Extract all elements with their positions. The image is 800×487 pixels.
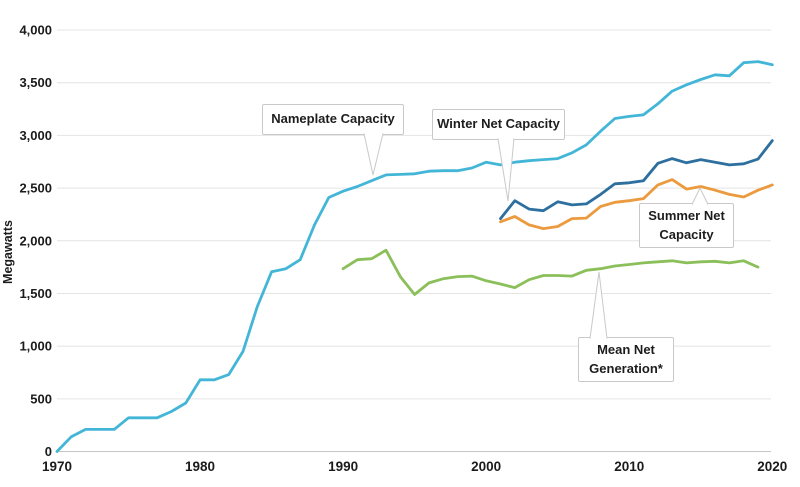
- x-tick-label: 1990: [328, 459, 358, 474]
- callout-label: Summer Net: [648, 208, 725, 224]
- series-line-nameplate-capacity: [55, 60, 774, 453]
- series-line-mean-net-generation: [341, 248, 760, 296]
- y-tick-label: 3,000: [19, 128, 52, 143]
- x-tick-label: 2020: [757, 459, 787, 474]
- callout-label: Nameplate Capacity: [271, 111, 395, 127]
- y-axis-title: Megawatts: [1, 220, 15, 284]
- x-tick-label: 1980: [185, 459, 215, 474]
- series-line-summer-net-capacity: [499, 178, 774, 231]
- x-tick-label: 2000: [471, 459, 501, 474]
- y-tick-label: 2,000: [19, 233, 52, 248]
- y-tick-label: 2,500: [19, 181, 52, 196]
- y-tick-label: 4,000: [19, 23, 52, 38]
- y-tick-label: 500: [30, 391, 52, 406]
- x-tick-label: 1970: [42, 459, 72, 474]
- y-tick-label: 3,500: [19, 75, 52, 90]
- x-tick-label: 2010: [614, 459, 644, 474]
- y-tick-label: 1,500: [19, 286, 52, 301]
- callout-nameplate-capacity: Nameplate Capacity: [262, 104, 404, 135]
- callout-summer-net-capacity: Summer Net Capacity: [639, 203, 734, 248]
- callout-winter-net-capacity: Winter Net Capacity: [432, 109, 565, 140]
- callout-mean-net-generation: Mean Net Generation*: [578, 337, 674, 382]
- callout-label: Mean Net: [597, 342, 655, 358]
- series-line-winter-net-capacity: [499, 139, 774, 221]
- callout-label: Capacity: [659, 226, 714, 242]
- callout-label: Winter Net Capacity: [437, 116, 560, 132]
- callout-label: Generation*: [589, 360, 663, 376]
- y-tick-label: 1,000: [19, 339, 52, 354]
- y-tick-label: 0: [45, 444, 52, 459]
